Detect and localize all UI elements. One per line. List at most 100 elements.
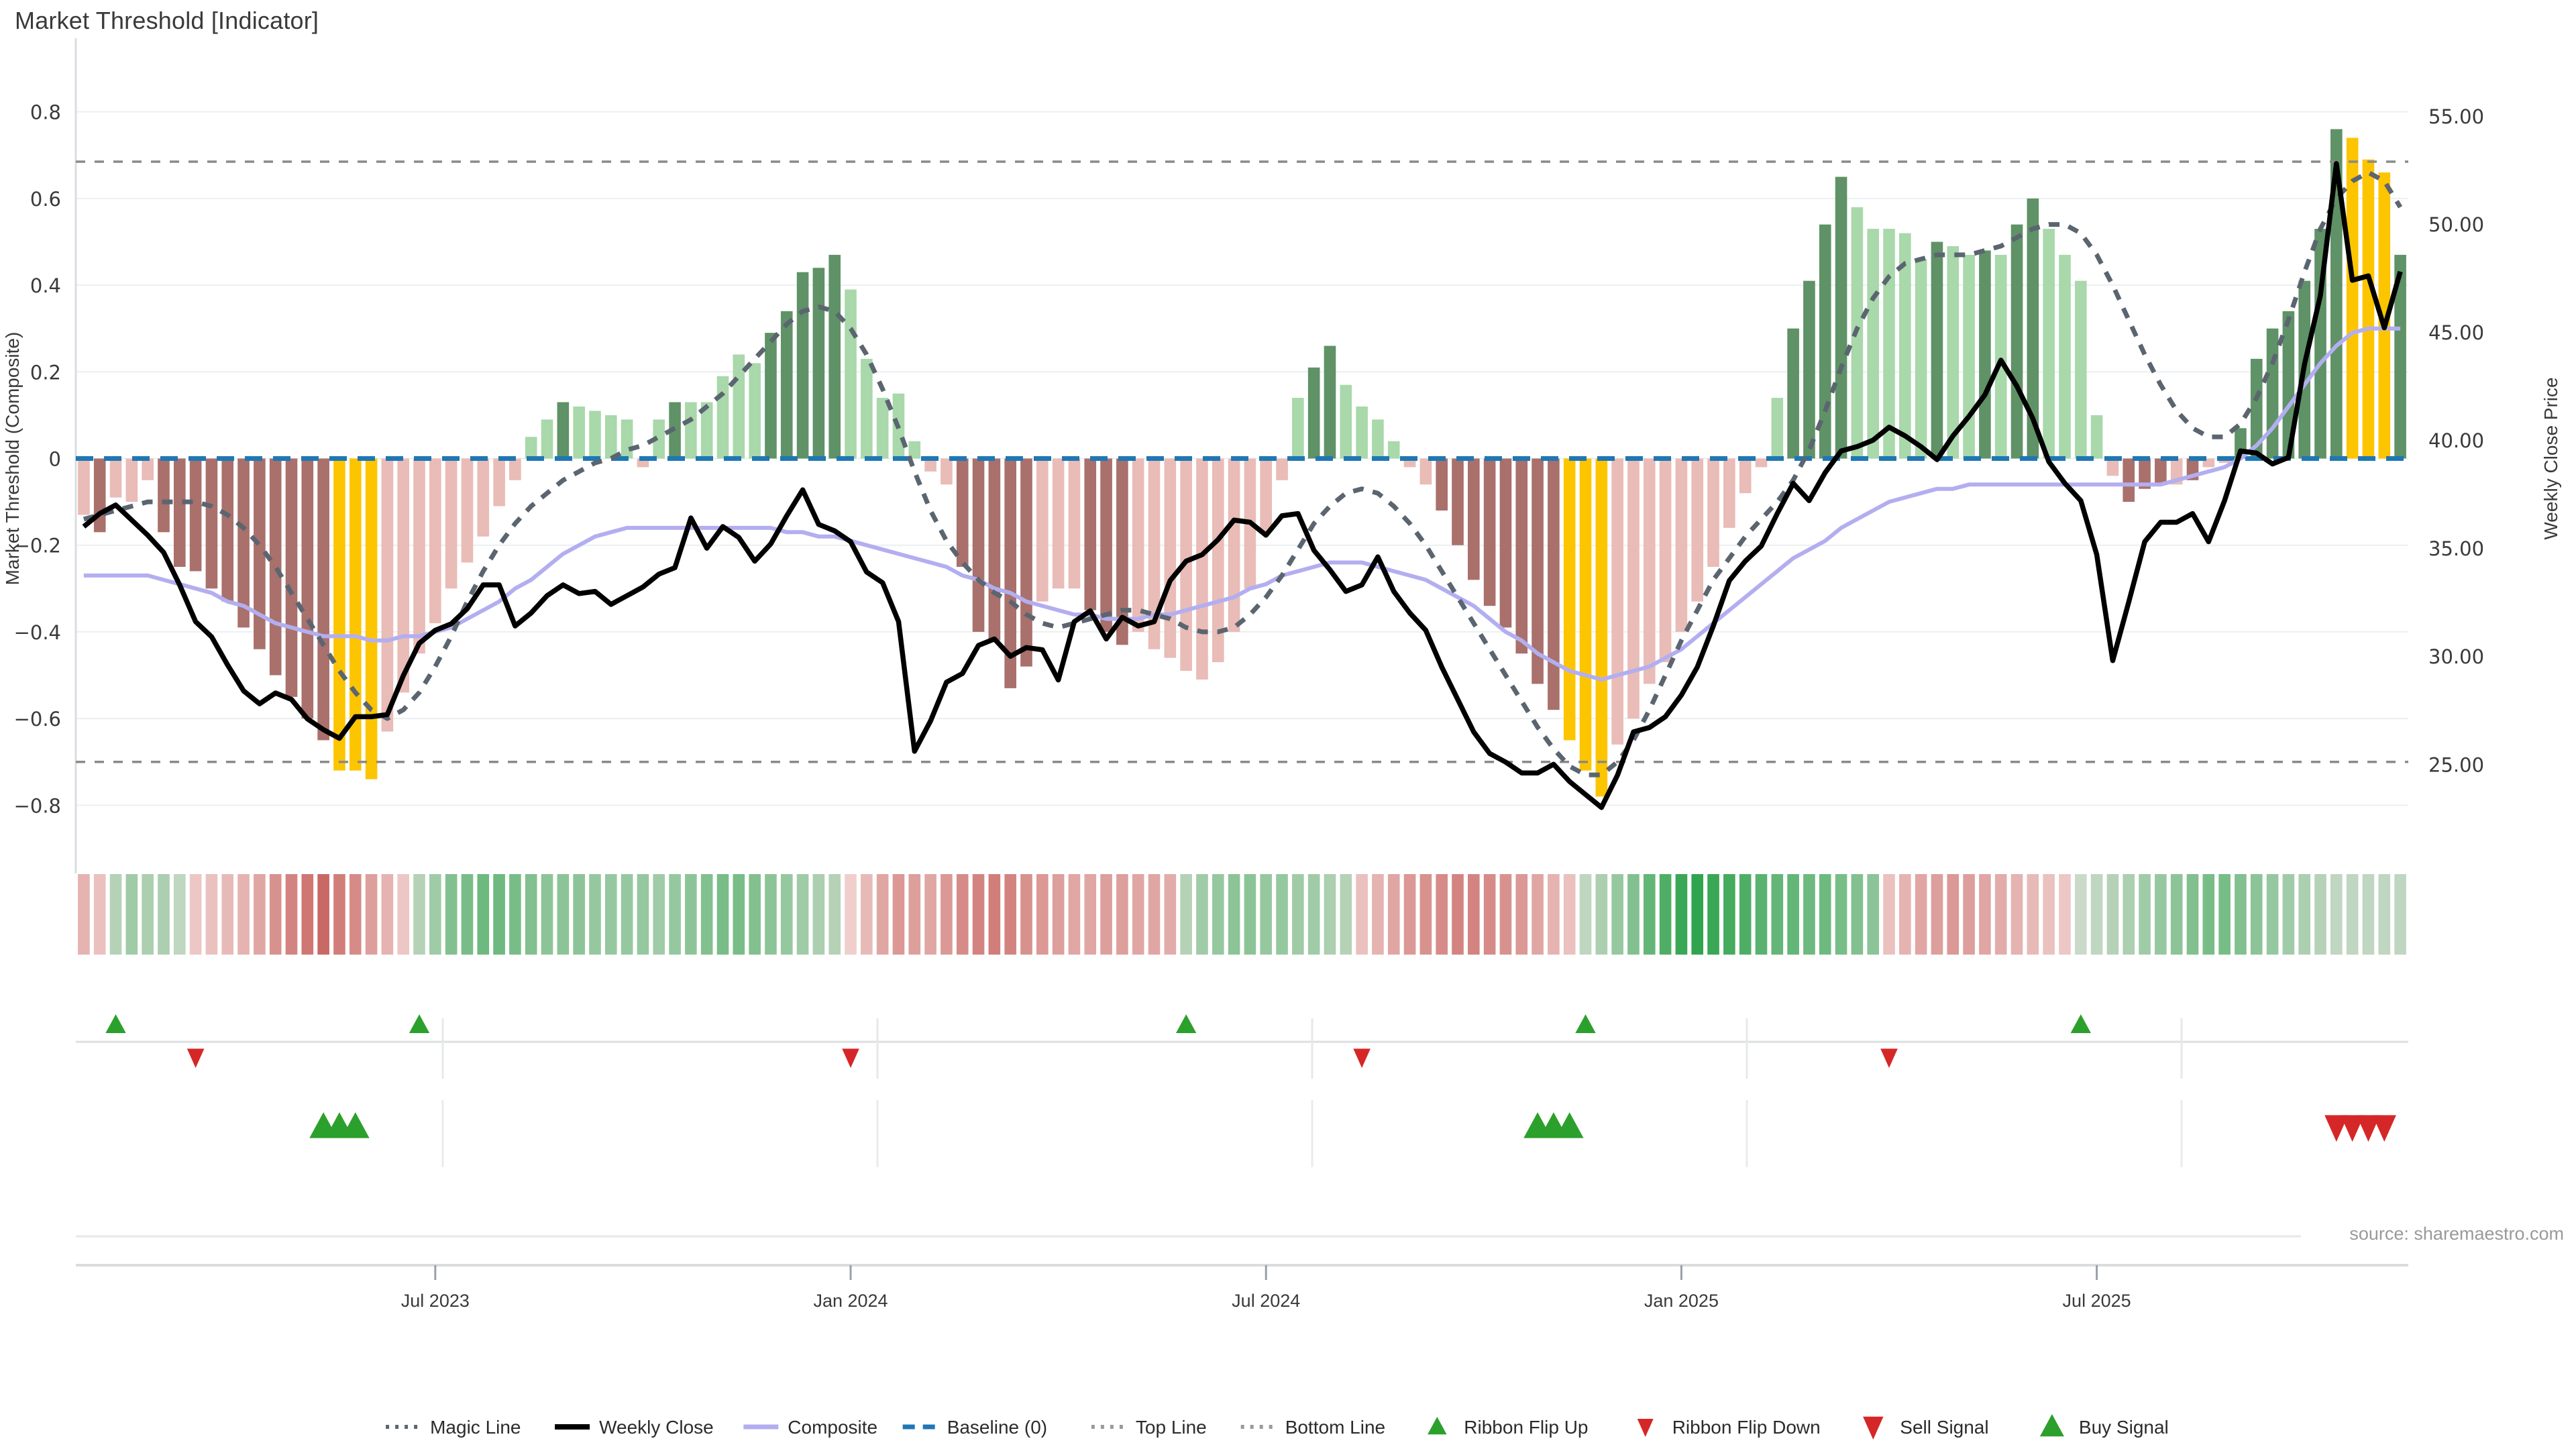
legend-marker-triangle-down [1637, 1419, 1654, 1437]
ribbon-cell [1148, 874, 1161, 955]
ribbon-cell [2282, 874, 2295, 955]
y2-tick-label: 25.00 [2428, 753, 2484, 776]
legend-label[interactable]: Ribbon Flip Down [1672, 1417, 1821, 1438]
right-axis-ticks: 55.00 50.00 45.00 40.00 35.00 30.00 25.00 [2428, 105, 2484, 776]
ribbon-cell [205, 874, 218, 955]
x-axis-ticks: Jul 2023 Jan 2024 Jul 2024 Jan 2025 Jul 2025 [76, 1264, 2408, 1311]
ribbon-cell [2043, 874, 2055, 955]
ribbon-cell [1579, 874, 1592, 955]
ribbon-cell [2090, 874, 2103, 955]
y-tick-label: −0.2 [14, 535, 61, 557]
composite-bar [2394, 254, 2406, 459]
ribbon-cell [1260, 874, 1273, 955]
composite-bar [221, 458, 234, 602]
composite-bar [158, 458, 170, 533]
composite-bar [93, 458, 106, 533]
ribbon-cell [1036, 874, 1049, 955]
ribbon-cell [1403, 874, 1416, 955]
ribbon-cell [1452, 874, 1464, 955]
legend-label[interactable]: Baseline (0) [947, 1417, 1047, 1438]
composite-bar [205, 458, 218, 589]
composite-bar [1515, 458, 1528, 654]
composite-bar [2155, 458, 2167, 485]
composite-bar [1883, 229, 1895, 459]
ribbon-cell [1755, 874, 1768, 955]
composite-bar [1803, 280, 1815, 459]
ribbon-flip-up-marker [1575, 1014, 1596, 1033]
ribbon-cell [2298, 874, 2311, 955]
composite-bar [1132, 458, 1144, 632]
ribbon-flip-up-markers [105, 1014, 2091, 1033]
x-tick-label: Jan 2025 [1644, 1291, 1719, 1311]
ribbon-cell [1116, 874, 1128, 955]
ribbon-cell [1947, 874, 1960, 955]
ribbon-cell [2186, 874, 2199, 955]
ribbon-cell [1387, 874, 1400, 955]
sell-signal-marker [2324, 1115, 2349, 1142]
ribbon-cell [2010, 874, 2023, 955]
composite-bar [653, 419, 665, 459]
composite-bar [573, 406, 585, 459]
composite-bar [1835, 176, 1847, 459]
legend-marker-triangle-up [1428, 1417, 1447, 1435]
composite-bar [237, 458, 250, 628]
composite-bar [1228, 458, 1240, 632]
composite-bar [1052, 458, 1065, 589]
ribbon-cell [1659, 874, 1672, 955]
ribbon-cell [1084, 874, 1097, 955]
ribbon-cell [1691, 874, 1704, 955]
composite-bar [2346, 138, 2359, 459]
weekly-close-line [82, 161, 2403, 810]
legend-label[interactable]: Ribbon Flip Up [1464, 1417, 1588, 1438]
axis-spines [74, 38, 2408, 874]
composite-bar [1723, 458, 1735, 528]
composite-bar [780, 311, 793, 459]
composite-bar [1994, 254, 2007, 459]
magic-line-path [83, 170, 2403, 777]
ribbon-flip-down-marker [1353, 1049, 1371, 1068]
ribbon-cell [653, 874, 665, 955]
composite-bar [1212, 458, 1224, 663]
ribbon-cell [796, 874, 809, 955]
ribbon-cell [1052, 874, 1065, 955]
composite-bar [142, 458, 154, 480]
ribbon-cell [2266, 874, 2279, 955]
legend-label[interactable]: Top Line [1136, 1417, 1207, 1438]
ribbon-cell [1963, 874, 1975, 955]
buy-signal-marker [341, 1112, 370, 1138]
x-tick-label: Jul 2023 [401, 1291, 470, 1311]
legend-label[interactable]: Sell Signal [1900, 1417, 1988, 1438]
composite-bar [2250, 358, 2263, 459]
ribbon-cell [1196, 874, 1208, 955]
ribbon-cell [2314, 874, 2326, 955]
ribbon-cell [1515, 874, 1528, 955]
ribbon-cell [1532, 874, 1544, 955]
composite-bar [1627, 458, 1640, 719]
ribbon-cell [2059, 874, 2071, 955]
legend-label[interactable]: Composite [788, 1417, 877, 1438]
composite-bar [1899, 233, 1911, 459]
sell-signal-marker [2341, 1115, 2365, 1142]
ribbon-cell [1356, 874, 1368, 955]
ribbon-cell [397, 874, 410, 955]
ribbon-cell [413, 874, 425, 955]
ribbon-cell [988, 874, 1001, 955]
legend-label[interactable]: Bottom Line [1285, 1417, 1385, 1438]
composite-bar [429, 458, 441, 623]
ribbon-strip [78, 874, 2406, 955]
composite-bar [2330, 129, 2343, 459]
legend-label[interactable]: Weekly Close [599, 1417, 714, 1438]
composite-bar [1963, 254, 1975, 459]
marker-panel-guides [76, 1018, 2408, 1238]
composite-bar [1611, 458, 1623, 745]
ribbon-cell [1100, 874, 1112, 955]
composite-bar [1867, 229, 1880, 459]
composite-bar [2059, 254, 2071, 459]
legend-label[interactable]: Magic Line [430, 1417, 521, 1438]
composite-bar [2090, 415, 2103, 459]
composite-bar [1196, 458, 1208, 680]
legend-label[interactable]: Buy Signal [2079, 1417, 2169, 1438]
left-axis-title: Market Threshold (Composite) [2, 332, 23, 586]
composite-bar [765, 333, 777, 459]
composite-bar [1707, 458, 1719, 568]
